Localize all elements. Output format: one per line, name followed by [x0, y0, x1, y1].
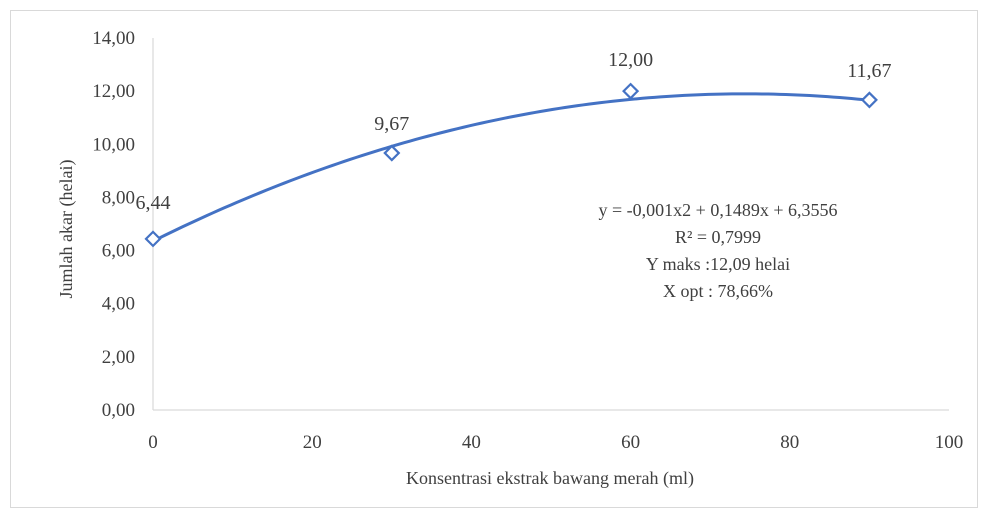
y-tick-label: 12,00	[92, 81, 135, 102]
data-label: 9,67	[374, 113, 409, 135]
data-point-marker	[860, 91, 878, 109]
r-squared-line: R² = 0,7999	[675, 227, 761, 247]
data-labels: 6,44 9,67 12,00 11,67	[136, 49, 892, 214]
trendline-equation: y = -0,001x2 + 0,1489x + 6,3556 R² = 0,7…	[599, 200, 838, 301]
x-tick-label: 40	[462, 432, 481, 453]
y-axis-title: Jumlah akar (helai)	[56, 160, 77, 299]
y-tick-label: 4,00	[102, 294, 135, 315]
x-tick-label: 0	[148, 432, 158, 453]
data-label: 12,00	[608, 49, 653, 71]
data-point-marker	[383, 144, 401, 162]
y-tick-label: 6,00	[102, 241, 135, 262]
x-opt-line: X opt : 78,66%	[663, 281, 773, 301]
data-points	[144, 82, 878, 248]
y-tick-label: 2,00	[102, 347, 135, 368]
x-tick-label: 80	[780, 432, 799, 453]
trendline	[152, 92, 870, 243]
y-tick-label: 0,00	[102, 400, 135, 421]
x-tick-labels: 0 20 40 60 80 100	[148, 432, 963, 453]
y-tick-label: 8,00	[102, 187, 135, 208]
data-point-marker	[622, 82, 640, 100]
x-tick-label: 20	[303, 432, 322, 453]
equation-line: y = -0,001x2 + 0,1489x + 6,3556	[599, 200, 838, 220]
y-tick-label: 10,00	[92, 134, 135, 155]
x-tick-label: 100	[935, 432, 964, 453]
data-point-marker	[144, 230, 162, 248]
y-tick-label: 14,00	[92, 28, 135, 49]
data-label: 11,67	[847, 60, 891, 82]
chart-frame	[10, 10, 978, 508]
axes	[152, 38, 949, 411]
y-max-line: Y maks :12,09 helai	[646, 254, 790, 274]
x-axis-title: Konsentrasi ekstrak bawang merah (ml)	[406, 468, 694, 489]
y-tick-labels: 0,00 2,00 4,00 6,00 8,00 10,00 12,00 14,00	[92, 28, 135, 421]
data-label: 6,44	[136, 192, 171, 214]
x-tick-label: 60	[621, 432, 640, 453]
